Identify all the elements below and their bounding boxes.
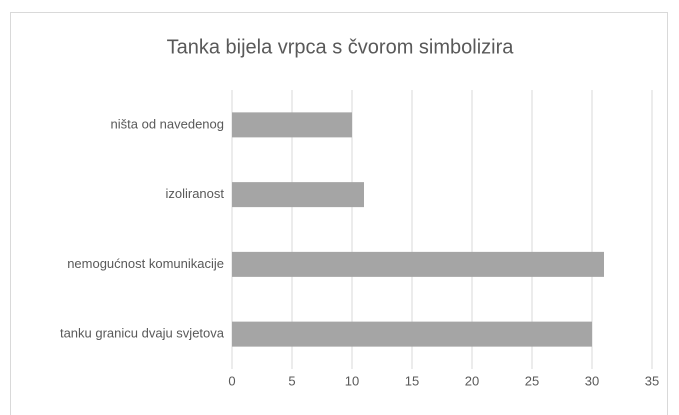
x-tick-label: 15	[405, 373, 419, 388]
bar	[232, 321, 592, 347]
chart-title: Tanka bijela vrpca s čvorom simbolizira	[167, 36, 515, 58]
x-tick-label: 5	[288, 373, 295, 388]
y-tick-label: tanku granicu dvaju svjetova	[60, 326, 225, 341]
x-tick-label: 10	[345, 373, 359, 388]
x-tick-label: 0	[228, 373, 235, 388]
bar	[232, 251, 604, 277]
chart-frame	[10, 12, 668, 415]
y-tick-label: nemogućnost komunikacije	[67, 256, 224, 271]
x-tick-label: 25	[525, 373, 539, 388]
x-tick-label: 35	[645, 373, 659, 388]
bar	[232, 112, 352, 138]
bar	[232, 182, 364, 208]
y-tick-label: izoliranost	[165, 186, 224, 201]
y-tick-label: ništa od navedenog	[111, 116, 224, 131]
x-tick-label: 20	[465, 373, 479, 388]
x-tick-label: 30	[585, 373, 599, 388]
